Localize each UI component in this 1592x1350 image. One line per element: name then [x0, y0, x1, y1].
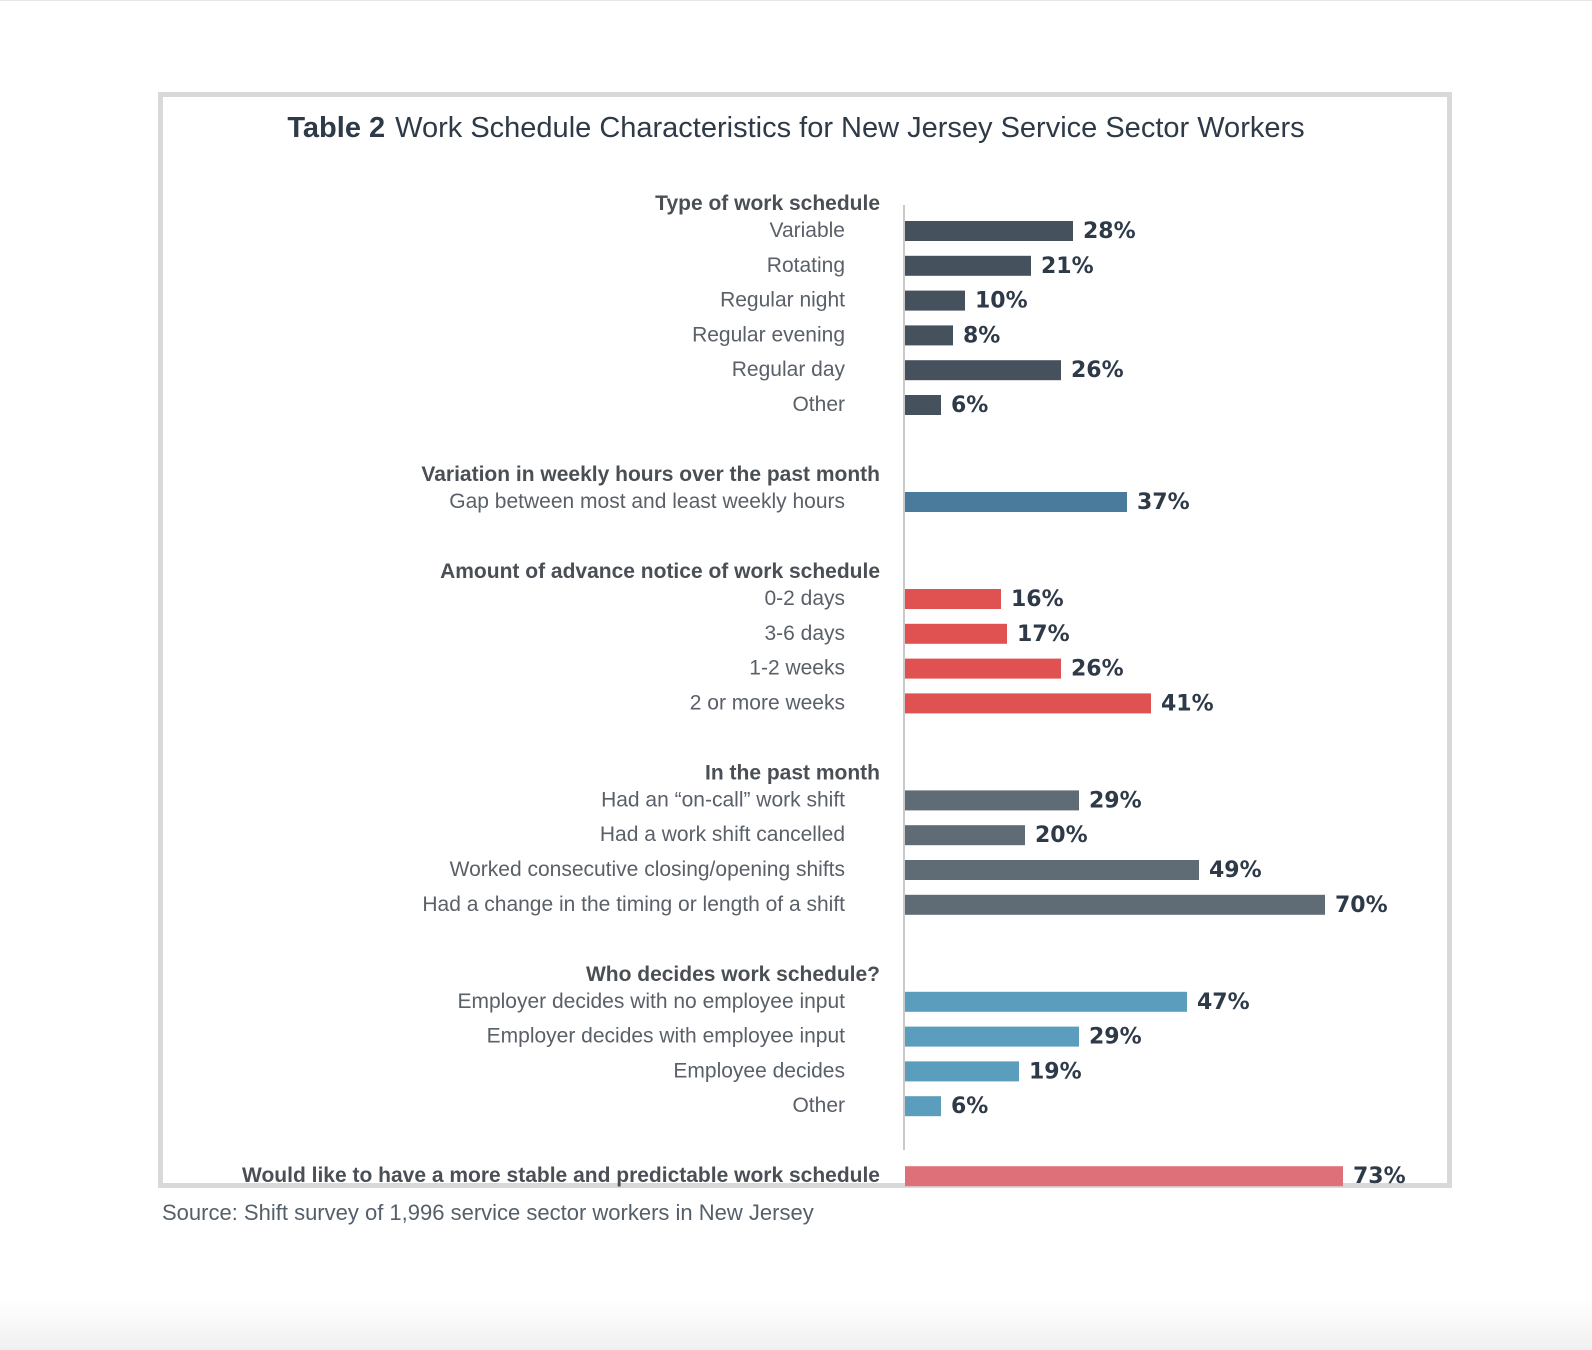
bar-value-label: 41%: [1161, 691, 1214, 716]
bar-label: 3-6 days: [764, 622, 845, 645]
bar: [905, 221, 1073, 241]
bar: [905, 658, 1061, 679]
bar: [905, 589, 1001, 609]
bar-value-label: 19%: [1029, 1059, 1082, 1084]
bar-label: Would like to have a more stable and pre…: [242, 1164, 880, 1187]
bar-value-label: 26%: [1071, 358, 1124, 383]
bar: [905, 492, 1127, 512]
bar-label: Employee decides: [673, 1059, 845, 1082]
bar-value-label: 10%: [975, 289, 1028, 314]
bar-value-label: 21%: [1041, 254, 1094, 279]
bar-label: Gap between most and least weekly hours: [449, 490, 845, 513]
group-heading: In the past month: [705, 761, 880, 784]
bar-label: Rotating: [767, 254, 845, 277]
bar: [905, 860, 1199, 880]
table-title-text: Work Schedule Characteristics for New Je…: [395, 112, 1305, 144]
bar-value-label: 47%: [1197, 990, 1250, 1015]
bar: [905, 790, 1079, 811]
bar-label: Variable: [770, 219, 846, 242]
bar-label: Other: [792, 1094, 845, 1117]
source-note: Source: Shift survey of 1,996 service se…: [162, 1200, 814, 1225]
bar: [905, 623, 1007, 644]
table-number: Table 2: [287, 112, 386, 144]
bar: [905, 825, 1025, 846]
bar-value-label: 70%: [1335, 893, 1388, 918]
bar: [905, 360, 1061, 381]
bar: [905, 693, 1151, 714]
page-bottom-shade: [0, 1300, 1592, 1350]
bar-label: Regular evening: [692, 323, 845, 346]
bar: [905, 325, 953, 346]
group-heading: Amount of advance notice of work schedul…: [440, 560, 880, 583]
bar: [905, 290, 965, 311]
bar-value-label: 8%: [963, 323, 1000, 348]
top-rule: [0, 0, 1592, 1]
bar-value-label: 73%: [1353, 1164, 1406, 1189]
bar-value-label: 16%: [1011, 587, 1064, 612]
bar-value-label: 37%: [1137, 490, 1190, 515]
bar-value-label: 26%: [1071, 657, 1124, 682]
bar: [905, 894, 1325, 915]
bar-value-label: 29%: [1089, 1025, 1142, 1050]
bar-label: Regular day: [732, 358, 846, 381]
bar-value-label: 20%: [1035, 823, 1088, 848]
bar: [905, 395, 941, 415]
chart-title: Table 2 Work Schedule Characteristics for…: [0, 112, 1592, 145]
bar-value-label: 6%: [951, 1094, 988, 1119]
bar-label: 2 or more weeks: [690, 691, 845, 714]
bar-label: Other: [792, 393, 845, 416]
bar: [905, 1026, 1079, 1047]
group-heading: Who decides work schedule?: [586, 963, 880, 986]
bar-label: 0-2 days: [764, 587, 845, 610]
bar: [905, 991, 1187, 1012]
bar-label: Had an “on-call” work shift: [601, 788, 845, 811]
bar-label: Employer decides with no employee input: [457, 990, 845, 1013]
bar-label: Regular night: [720, 289, 845, 312]
bar-label: Had a work shift cancelled: [600, 823, 845, 846]
bar-label: 1-2 weeks: [749, 657, 845, 680]
bar: [905, 1061, 1019, 1082]
bar-value-label: 29%: [1089, 788, 1142, 813]
group-heading: Variation in weekly hours over the past …: [421, 463, 880, 486]
bar-value-label: 6%: [951, 393, 988, 418]
bar-label: Worked consecutive closing/opening shift…: [450, 858, 845, 881]
bar-value-label: 28%: [1083, 219, 1136, 244]
bar-value-label: 49%: [1209, 858, 1262, 883]
bar: [905, 255, 1031, 276]
bar-value-label: 17%: [1017, 622, 1070, 647]
bar-label: Employer decides with employee input: [487, 1025, 846, 1048]
group-heading: Type of work schedule: [655, 192, 880, 215]
bar: [905, 1096, 941, 1117]
bar-label: Had a change in the timing or length of …: [422, 893, 845, 916]
bar: [905, 1166, 1343, 1187]
table-frame: [158, 92, 1452, 1188]
bar-chart: Type of work schedule Variable 28% Rotating…: [242, 192, 1406, 1189]
